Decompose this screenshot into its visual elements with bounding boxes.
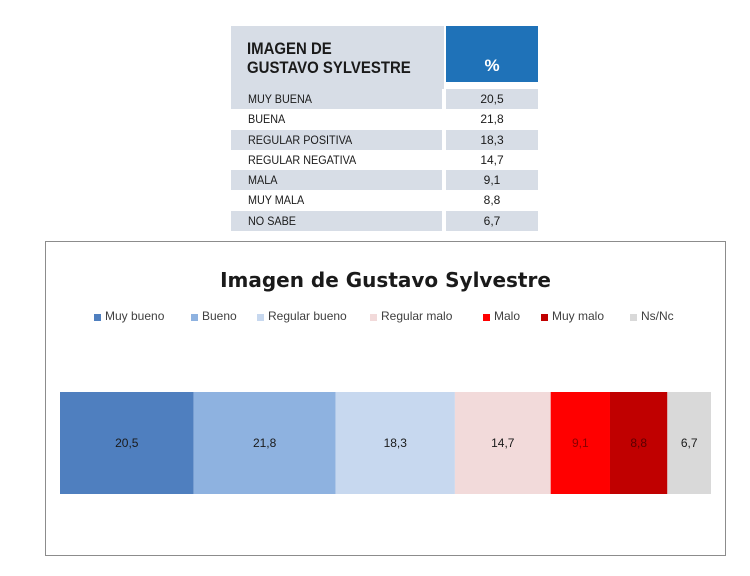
legend-swatch	[541, 314, 548, 321]
row-label: REGULAR NEGATIVA	[231, 149, 444, 171]
chart-frame: Imagen de Gustavo Sylvestre Muy bueno Bue…	[45, 241, 726, 556]
bar-segment-ns-nc	[667, 392, 711, 494]
table-row: NO SABE 6,7	[231, 210, 538, 232]
data-label: 18,3	[384, 436, 408, 450]
row-value: 21,8	[480, 112, 504, 127]
bar-segment-regular-bueno	[335, 392, 455, 494]
row-label: MUY BUENA	[231, 89, 444, 110]
table-title-line-2: GUSTAVO SYLVESTRE	[247, 58, 411, 77]
row-value: 20,5	[446, 89, 538, 110]
row-value: 18,3	[446, 129, 538, 150]
bar-segment-malo	[550, 392, 610, 494]
row-label: BUENA	[231, 109, 444, 130]
legend-label: Bueno	[202, 309, 237, 323]
legend-label: Muy bueno	[105, 309, 165, 323]
data-label: 6,7	[681, 436, 698, 450]
table-title-line-1: IMAGEN DE	[247, 39, 332, 58]
row-value: 6,7	[446, 210, 538, 232]
stacked-bar-chart: 20,5 21,8 18,3 14,7 9,1 8,8 6,7	[60, 392, 711, 494]
legend-label: Ns/Nc	[641, 309, 674, 323]
table-row: MALA 9,1	[231, 170, 538, 191]
header-gap	[446, 82, 538, 89]
row-label: MALA	[231, 170, 444, 191]
results-table: IMAGEN DE GUSTAVO SYLVESTRE % MUY BUENA …	[231, 26, 538, 232]
row-value: 8,8	[483, 193, 501, 208]
legend-label: Malo	[494, 309, 521, 323]
row-label: NO SABE	[231, 210, 444, 232]
bar-segment-bueno	[193, 392, 336, 494]
table-row: MUY MALA 8,8	[231, 190, 538, 211]
bar-segment-muy-bueno	[60, 392, 194, 494]
row-value: 14,7	[480, 152, 504, 167]
row-value: 9,1	[446, 170, 538, 191]
chart-title: Imagen de Gustavo Sylvestre	[220, 268, 551, 292]
table-row: REGULAR POSITIVA 18,3	[231, 129, 538, 150]
legend-swatch	[94, 314, 101, 321]
legend-swatch	[370, 314, 377, 321]
data-label: 14,7	[491, 436, 515, 450]
table-row: MUY BUENA 20,5	[231, 89, 538, 110]
table-header: IMAGEN DE GUSTAVO SYLVESTRE %	[231, 26, 538, 89]
percent-header: %	[484, 56, 500, 75]
table-title-cell: IMAGEN DE GUSTAVO SYLVESTRE	[231, 26, 444, 89]
legend-swatch	[257, 314, 264, 321]
legend-label: Muy malo	[552, 309, 605, 323]
legend-label: Regular malo	[381, 309, 453, 323]
data-label: 8,8	[630, 436, 647, 450]
bar-segment-regular-malo	[454, 392, 551, 494]
data-label: 9,1	[572, 436, 589, 450]
data-label: 20,5	[115, 436, 139, 450]
percent-header-cell: %	[446, 26, 538, 82]
row-label: REGULAR POSITIVA	[231, 129, 444, 150]
row-label: MUY MALA	[231, 190, 444, 211]
legend-swatch	[191, 314, 198, 321]
table-row: REGULAR NEGATIVA 14,7	[231, 149, 538, 171]
table-title: IMAGEN DE GUSTAVO SYLVESTRE	[247, 39, 414, 77]
legend-label: Regular bueno	[268, 309, 347, 323]
table-row: BUENA 21,8	[231, 109, 538, 130]
bar-segment-muy-malo	[609, 392, 668, 494]
legend-swatch	[630, 314, 637, 321]
data-label: 21,8	[253, 436, 277, 450]
legend-swatch	[483, 314, 490, 321]
